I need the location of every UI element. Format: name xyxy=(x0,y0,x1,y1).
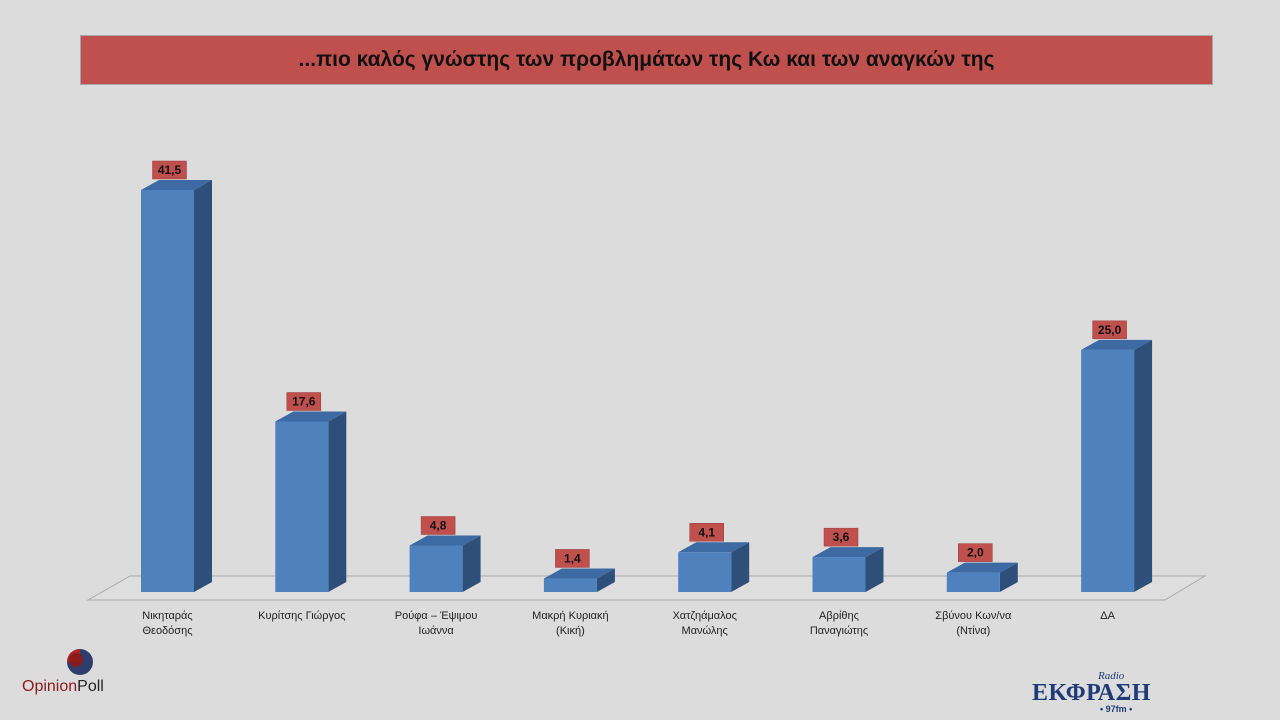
data-label-box xyxy=(555,549,590,568)
bar-side xyxy=(462,535,481,592)
category-label: Κυρίτσης Γιώργος xyxy=(258,610,345,622)
bar xyxy=(946,572,1000,592)
data-label-box xyxy=(420,516,456,535)
data-label: 41,5 xyxy=(158,163,182,177)
bar xyxy=(1081,349,1135,592)
category-label: Μανώλης xyxy=(682,625,728,637)
bar-top xyxy=(1081,339,1153,350)
category-label: (Κική) xyxy=(556,625,585,637)
bar-top xyxy=(141,180,212,190)
data-label-box xyxy=(823,527,859,547)
data-label: 17,6 xyxy=(292,395,316,409)
radio-ekfrasi-logo: Radio ΕΚΦΡΑΣΗ • 97fm • xyxy=(1030,670,1210,717)
bar xyxy=(275,421,329,592)
bar-side xyxy=(194,180,212,592)
chart-floor xyxy=(86,575,1207,601)
data-label: 25,0 xyxy=(1098,323,1122,337)
chart-title: ...πιο καλός γνώστης των προβλημάτων της… xyxy=(298,48,995,71)
bar-side xyxy=(596,568,615,592)
radio-label: Radio xyxy=(1098,670,1125,682)
data-label-box xyxy=(152,160,187,180)
bar-side xyxy=(1134,339,1153,592)
opinionpoll-logo-text: OpinionPoll xyxy=(22,678,104,695)
data-label: 4,1 xyxy=(698,525,715,539)
bar xyxy=(141,190,194,592)
category-label: (Ντίνα) xyxy=(956,625,990,637)
bar-top xyxy=(678,542,750,553)
bar-side xyxy=(731,542,750,592)
bar-top xyxy=(409,535,481,546)
radio-name: ΕΚΦΡΑΣΗ xyxy=(1032,680,1151,706)
bar-side xyxy=(999,562,1018,592)
bar xyxy=(543,578,597,592)
data-label-box xyxy=(286,392,322,411)
data-label-box xyxy=(1092,320,1127,340)
opinionpoll-logo-icon xyxy=(67,649,93,675)
bar-top xyxy=(543,568,615,579)
data-label: 2,0 xyxy=(967,546,984,560)
data-label: 4,8 xyxy=(430,519,447,533)
data-label: 1,4 xyxy=(564,551,581,565)
bar xyxy=(812,557,866,592)
data-label: 3,6 xyxy=(833,530,850,544)
data-label-box xyxy=(958,543,993,562)
category-label: Ρούφα – Έψιμου xyxy=(395,610,478,622)
category-label: Σβύνου Κων/να xyxy=(935,610,1012,622)
bar xyxy=(678,552,732,592)
category-label: ΔΑ xyxy=(1100,610,1115,622)
data-label-box xyxy=(689,523,724,542)
chart-title-bar: ...πιο καλός γνώστης των προβλημάτων της… xyxy=(80,35,1213,85)
bar-top xyxy=(275,411,347,422)
bar-side xyxy=(328,411,347,592)
category-label: Θεοδόσης xyxy=(142,625,192,637)
category-label: Μακρή Κυριακή xyxy=(532,610,608,622)
bar-top xyxy=(812,547,884,558)
category-label: Νικηταράς xyxy=(142,610,192,622)
category-label: Αβρίθης xyxy=(819,610,859,622)
category-label: Χατζηάμαλος xyxy=(672,610,736,622)
bar-top xyxy=(946,562,1018,573)
category-label: Ιωάννα xyxy=(418,625,454,637)
radio-frequency: • 97fm • xyxy=(1100,704,1133,714)
category-label: Παναγιώτης xyxy=(810,625,868,637)
bar-side xyxy=(865,547,884,592)
bar xyxy=(409,545,463,592)
